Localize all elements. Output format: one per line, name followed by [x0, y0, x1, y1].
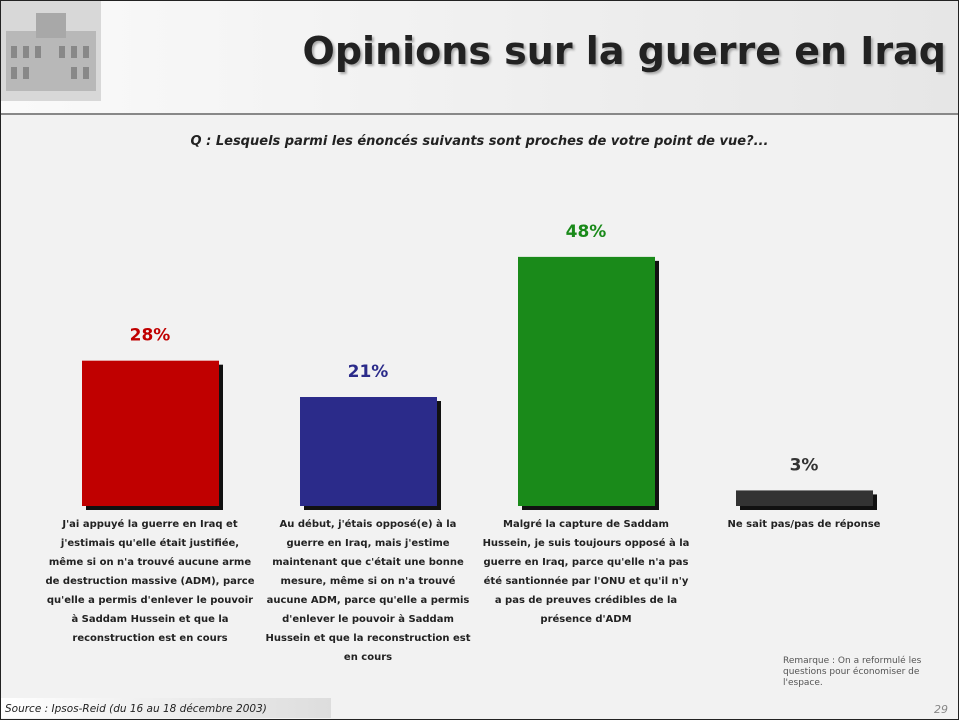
category-label: Au début, j'étais opposé(e) à la guerre …	[262, 515, 474, 667]
value-label: 3%	[790, 455, 819, 475]
bar	[300, 397, 437, 506]
bar	[82, 361, 219, 506]
value-label: 28%	[130, 326, 171, 346]
value-label: 21%	[348, 362, 389, 382]
bar	[518, 257, 655, 506]
note: Remarque : On a reformulé les questions …	[783, 656, 941, 689]
slide: Opinions sur la guerre en Iraq Q : Lesqu…	[0, 0, 959, 720]
category-label: J'ai appuyé la guerre en Iraq et j'estim…	[44, 515, 256, 648]
category-label: Ne sait pas/pas de réponse	[698, 515, 910, 534]
category-label: Malgré la capture de Saddam Hussein, je …	[480, 515, 692, 629]
source: Source : Ipsos-Reid (du 16 au 18 décembr…	[5, 703, 267, 715]
page-number: 29	[934, 703, 948, 716]
value-label: 48%	[566, 222, 607, 242]
bar	[736, 490, 873, 506]
